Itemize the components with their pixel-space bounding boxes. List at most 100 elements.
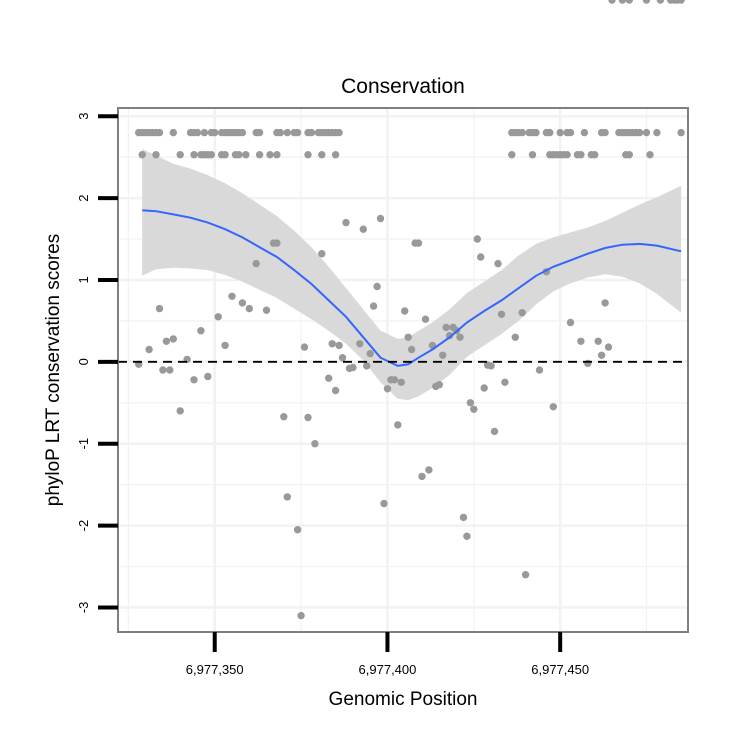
data-point	[266, 151, 274, 159]
data-point	[228, 292, 236, 300]
x-tick-label: 6,977,450	[531, 662, 589, 677]
data-point	[456, 333, 464, 341]
data-point	[466, 399, 475, 407]
data-point	[176, 151, 184, 159]
data-point	[176, 407, 184, 415]
data-point	[463, 532, 471, 540]
y-tick-label: 2	[76, 194, 91, 201]
data-point	[328, 340, 336, 348]
data-point	[273, 239, 281, 247]
data-point	[242, 151, 250, 159]
data-point	[331, 151, 340, 159]
data-point	[162, 337, 171, 345]
data-point	[376, 214, 385, 223]
data-point	[190, 151, 198, 159]
data-point	[276, 128, 285, 137]
data-point	[494, 259, 502, 268]
data-point	[625, 151, 633, 159]
y-tick-label: -2	[76, 520, 91, 532]
data-point	[190, 376, 198, 384]
data-point	[155, 304, 164, 313]
data-point	[604, 343, 613, 351]
data-point	[245, 304, 253, 313]
data-point	[397, 378, 405, 386]
data-point	[656, 0, 665, 4]
data-point	[597, 351, 606, 359]
data-point	[280, 413, 288, 421]
data-point	[318, 151, 326, 159]
data-point	[618, 0, 627, 4]
data-point	[425, 466, 433, 474]
data-point	[252, 259, 260, 268]
data-point	[152, 151, 160, 159]
data-point	[487, 362, 495, 370]
data-point	[546, 128, 554, 137]
data-point	[563, 151, 571, 159]
data-point	[311, 440, 319, 448]
plot-frame	[117, 107, 689, 633]
data-point	[608, 0, 616, 4]
data-point	[497, 310, 506, 318]
data-point	[566, 128, 575, 137]
data-point	[318, 250, 326, 258]
data-point	[594, 337, 602, 345]
data-point	[155, 128, 164, 137]
data-point	[521, 571, 530, 579]
x-tick-label: 6,977,350	[186, 662, 244, 677]
data-point	[591, 151, 599, 159]
data-point	[273, 151, 281, 159]
data-point	[359, 225, 367, 233]
data-point	[169, 335, 177, 343]
data-point	[401, 307, 409, 315]
data-point	[200, 128, 209, 137]
scatter-points	[135, 0, 685, 620]
data-point	[383, 385, 392, 393]
data-point	[304, 413, 312, 422]
data-point	[221, 151, 229, 159]
data-point	[577, 337, 585, 345]
data-point	[349, 363, 357, 372]
data-point	[221, 341, 229, 350]
data-point	[293, 128, 302, 137]
y-tick-label: 1	[76, 276, 91, 283]
data-point	[511, 333, 519, 341]
data-point	[193, 128, 202, 137]
data-point	[501, 378, 509, 386]
data-point	[439, 351, 447, 359]
data-point	[418, 472, 426, 481]
data-point	[325, 374, 333, 382]
x-tick-label: 6,977,400	[359, 662, 417, 677]
data-point	[584, 359, 592, 368]
data-point	[342, 218, 350, 227]
data-point	[138, 151, 146, 159]
data-point	[508, 151, 516, 159]
data-point	[369, 302, 378, 310]
data-point	[197, 327, 205, 335]
data-point	[625, 0, 633, 4]
y-tick-label: 0	[76, 358, 91, 365]
data-point	[335, 341, 343, 350]
data-point	[407, 345, 416, 354]
x-axis-label: Genomic Position	[329, 689, 478, 710]
data-point	[166, 366, 174, 374]
data-point	[528, 151, 537, 159]
data-point	[490, 427, 499, 436]
data-point	[214, 313, 222, 321]
data-point	[297, 611, 305, 620]
data-point	[145, 345, 153, 354]
data-point	[380, 499, 388, 508]
data-point	[404, 333, 412, 341]
data-point	[390, 376, 399, 384]
data-point	[470, 405, 478, 413]
data-point	[642, 0, 651, 4]
y-tick-label: 3	[76, 113, 91, 120]
data-point	[646, 151, 654, 159]
data-point	[159, 366, 167, 374]
data-point	[480, 384, 488, 392]
data-point	[566, 318, 575, 327]
data-point	[653, 128, 661, 137]
data-point	[421, 315, 430, 323]
data-point	[549, 403, 557, 411]
data-point	[518, 128, 526, 137]
